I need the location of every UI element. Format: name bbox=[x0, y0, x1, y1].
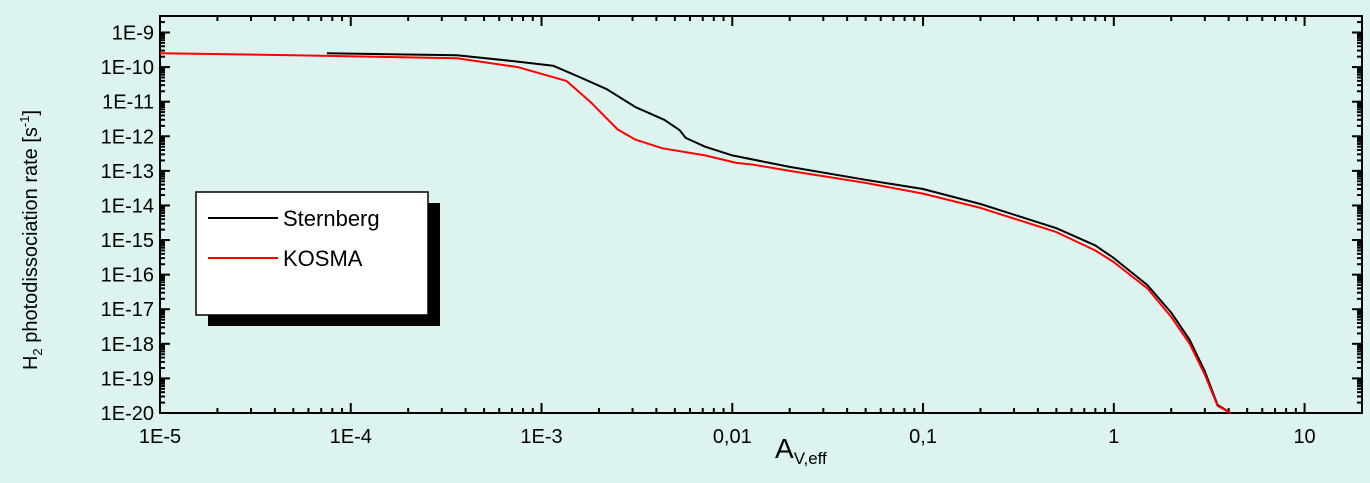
x-tick-label: 1E-5 bbox=[139, 426, 181, 448]
series-line-sternberg bbox=[326, 52, 1232, 414]
y-tick-label: 1E-9 bbox=[112, 23, 154, 45]
y-tick-label: 1E-14 bbox=[101, 195, 154, 217]
x-tick-label: 1E-4 bbox=[330, 426, 372, 448]
y-tick-label: 1E-20 bbox=[101, 403, 154, 425]
x-tick-label: 10 bbox=[1293, 426, 1315, 448]
y-tick-label: 1E-18 bbox=[101, 334, 154, 356]
y-tick-label: 1E-12 bbox=[101, 126, 154, 148]
y-tick-label: 1E-15 bbox=[101, 230, 154, 252]
y-axis-title: H2 photodissociation rate [s-1] bbox=[17, 110, 45, 370]
y-tick-label: 1E-11 bbox=[102, 92, 154, 114]
y-tick-label: 1E-19 bbox=[101, 368, 154, 390]
axis-ticks bbox=[159, 15, 1363, 414]
series-lines bbox=[159, 52, 1232, 414]
x-tick-label: 1 bbox=[1108, 426, 1119, 448]
y-tick-label: 1E-13 bbox=[101, 161, 154, 183]
legend: Sternberg KOSMA bbox=[195, 191, 440, 326]
legend-box bbox=[195, 191, 429, 316]
legend-label-kosma: KOSMA bbox=[283, 246, 363, 271]
y-tick-label: 1E-16 bbox=[101, 265, 154, 287]
tick-labels: 1E-5 1E-4 1E-3 0,01 0,1 1 10 1E-9 1E-10 1E-11 1E-1… bbox=[101, 23, 1316, 448]
legend-label-sternberg: Sternberg bbox=[283, 206, 380, 231]
y-tick-label: 1E-17 bbox=[101, 299, 154, 321]
x-axis-title: AV,eff bbox=[775, 433, 827, 468]
y-tick-label: 1E-10 bbox=[101, 57, 154, 79]
series-line-kosma bbox=[159, 52, 1232, 414]
x-tick-label: 1E-3 bbox=[520, 426, 562, 448]
x-tick-label: 0,01 bbox=[713, 426, 752, 448]
x-tick-label: 0,1 bbox=[909, 426, 937, 448]
